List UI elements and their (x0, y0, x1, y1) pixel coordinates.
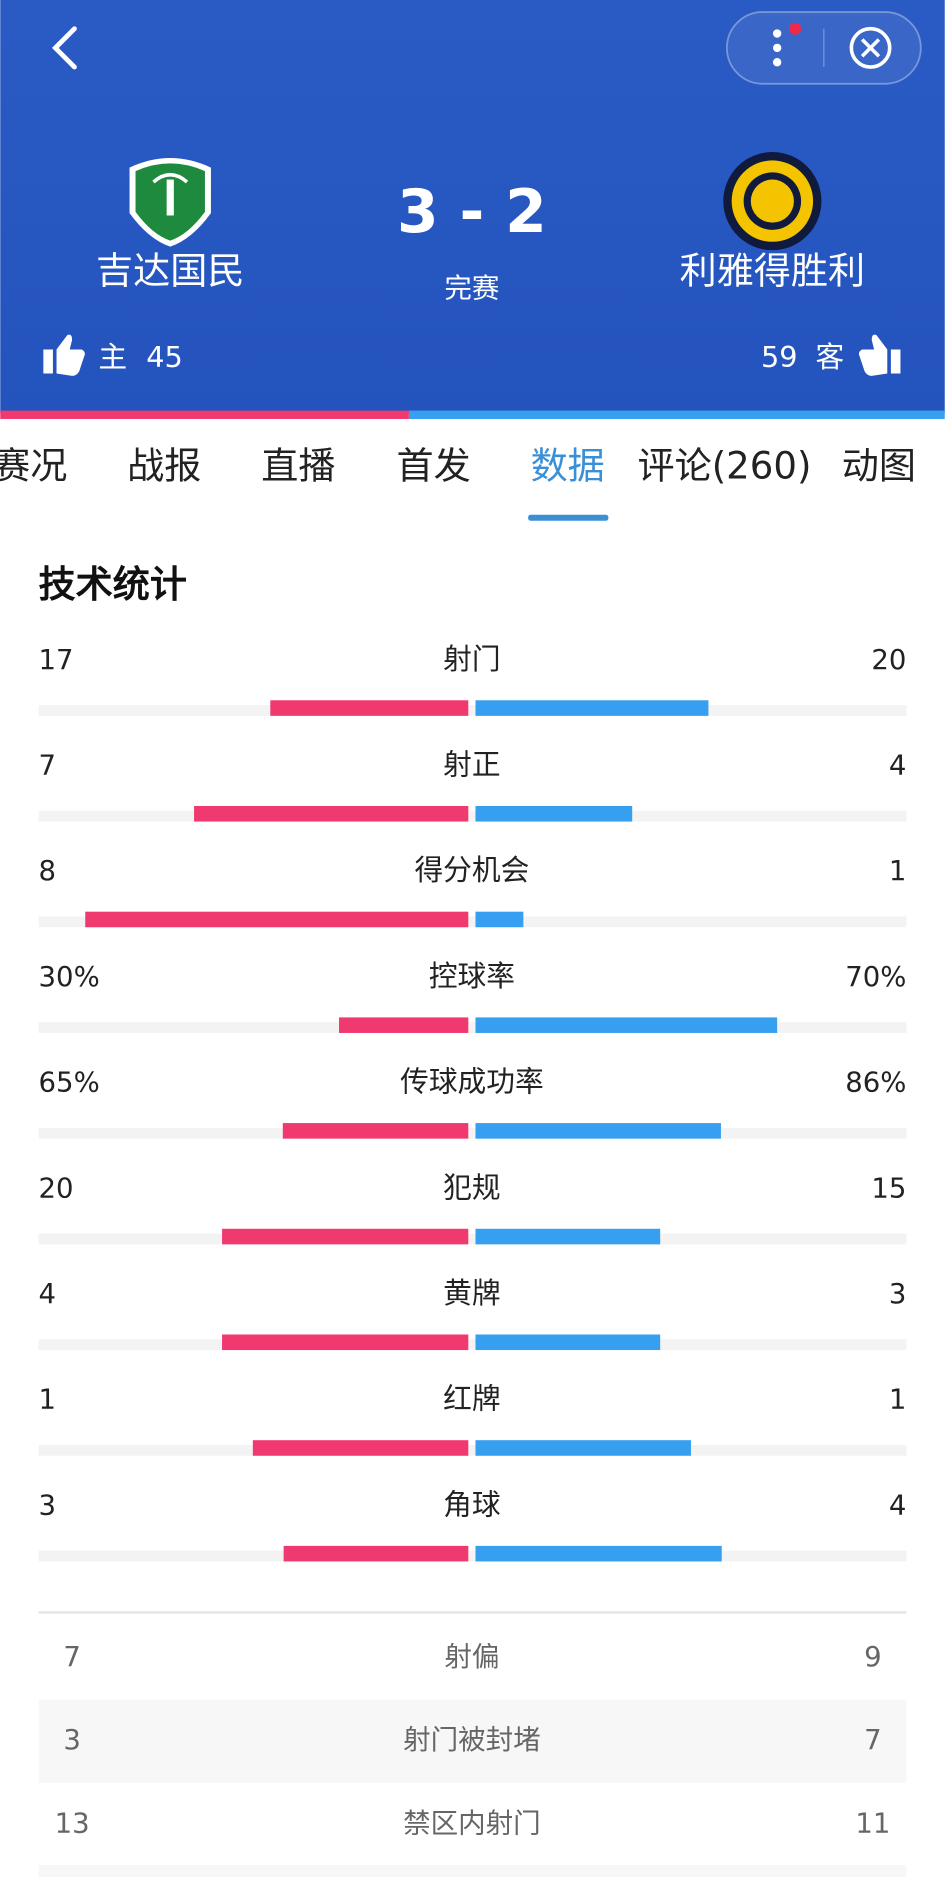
back-button[interactable] (51, 26, 77, 70)
table-divider (38, 1611, 907, 1614)
home-bar (252, 1440, 469, 1456)
row-away: 9 (864, 1641, 882, 1673)
home-bar (222, 1228, 469, 1245)
score: 3 - 2 (397, 177, 547, 247)
home-bar (283, 1545, 469, 1562)
away-value: 1 (889, 855, 907, 887)
away-value: 1 (889, 1384, 907, 1416)
row-bg (38, 1699, 907, 1783)
stat-name: 射正 (443, 747, 500, 781)
tab[interactable]: 战报 (127, 445, 201, 488)
away-bar (475, 1017, 778, 1033)
match-status: 完赛 (444, 273, 499, 305)
home-value: 20 (39, 1172, 74, 1204)
stat-name: 传球成功率 (400, 1065, 544, 1099)
row-name: 射门被封堵 (403, 1724, 541, 1756)
stat-name: 控球率 (429, 959, 515, 993)
away-value: 86% (845, 1067, 906, 1099)
bar-track (38, 1550, 907, 1562)
away-likes: 59 (761, 340, 798, 374)
home-bar (282, 1123, 469, 1139)
home-team: 吉达国民 (96, 249, 244, 292)
stat-name: 黄牌 (443, 1276, 500, 1310)
away-bar (475, 1228, 661, 1245)
away-team: 利雅得胜利 (680, 249, 865, 292)
row-bg (38, 1865, 907, 1877)
home-value: 7 (39, 749, 57, 781)
row-home: 3 (63, 1724, 81, 1756)
stat-name: 犯规 (443, 1170, 500, 1204)
bar-track (38, 916, 907, 928)
bar-track (38, 1339, 907, 1351)
row-away: 7 (864, 1724, 882, 1756)
away-value: 3 (889, 1278, 907, 1310)
home-bar (270, 700, 469, 716)
home-value: 65% (39, 1067, 100, 1099)
bar-track (38, 810, 907, 822)
away-like-button[interactable] (858, 334, 901, 376)
row-name: 射偏 (444, 1641, 499, 1673)
away-bar (475, 911, 524, 928)
home-bar (85, 911, 469, 928)
bar-track (38, 1127, 907, 1139)
home-value: 30% (39, 961, 100, 993)
away-value: 4 (889, 1489, 907, 1521)
stat-name: 得分机会 (414, 853, 529, 887)
away-value: 4 (889, 749, 907, 781)
row-name: 禁区内射门 (403, 1807, 541, 1839)
home-value: 8 (39, 855, 57, 887)
home-value: 3 (39, 1489, 57, 1521)
away-bar (475, 1123, 721, 1139)
away-bar (475, 1545, 722, 1562)
more-button[interactable] (772, 22, 802, 67)
away-bar (475, 1334, 661, 1351)
away-tag: 客 (815, 340, 844, 374)
row-home: 7 (63, 1641, 81, 1673)
away-bar (475, 700, 709, 716)
home-likes-bar (0, 410, 409, 419)
home-value: 1 (39, 1384, 57, 1416)
tab[interactable]: 动图 (842, 445, 916, 488)
stat-name: 角球 (443, 1487, 500, 1521)
bar-track (38, 1022, 907, 1033)
home-bar (194, 805, 469, 822)
stat-name: 射门 (443, 642, 500, 676)
away-value: 15 (871, 1172, 906, 1204)
tab[interactable]: 评论(260) (638, 445, 812, 488)
tab[interactable]: 赛况 (0, 445, 67, 488)
tab[interactable]: 直播 (261, 445, 335, 488)
close-button[interactable] (849, 26, 892, 69)
home-bar (339, 1017, 469, 1033)
away-logo (723, 152, 822, 251)
row-home: 13 (55, 1807, 90, 1839)
stat-name: 红牌 (443, 1382, 500, 1416)
home-tag: 主 (98, 340, 127, 374)
bar-track (38, 1233, 907, 1245)
row-away: 11 (855, 1807, 890, 1839)
away-value: 70% (845, 961, 906, 993)
away-likes-bar (408, 410, 945, 419)
home-likes: 45 (146, 340, 183, 374)
tab[interactable]: 数据 (531, 445, 605, 488)
bar-track (38, 1444, 907, 1456)
section-title: 技术统计 (39, 563, 187, 606)
home-value: 4 (39, 1278, 57, 1310)
home-logo (129, 158, 211, 247)
tab-underline (528, 514, 609, 521)
away-bar (475, 805, 633, 822)
away-bar (475, 1440, 691, 1456)
tab[interactable]: 首发 (397, 445, 471, 488)
away-value: 20 (871, 644, 906, 676)
home-like-button[interactable] (43, 334, 85, 376)
home-bar (222, 1334, 469, 1351)
bar-track (38, 705, 907, 716)
home-value: 17 (39, 644, 74, 676)
